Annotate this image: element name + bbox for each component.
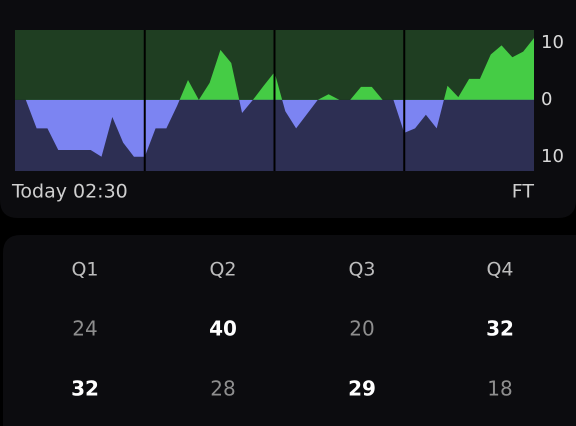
quarter-header: Q1 [71,259,98,281]
quarter-header: Q3 [348,259,375,281]
y-tick-label: 10 [541,146,564,167]
quarter-score: 20 [349,317,374,341]
quarter-score: 40 [209,317,237,341]
quarter-score: 29 [348,377,376,401]
y-tick-label: 0 [541,89,552,110]
quarter-score: 32 [71,377,99,401]
end-label: FT [512,181,535,203]
quarter-score: 32 [486,317,514,341]
quarter-header: Q4 [486,259,513,281]
score-card [3,235,576,426]
quarter-score: 24 [72,317,97,341]
negative-area [25,99,444,157]
quarter-score: 18 [487,377,512,401]
quarter-score: 28 [210,377,235,401]
quarter-header: Q2 [209,259,236,281]
y-tick-label: 10 [541,32,564,53]
start-label: Today 02:30 [11,181,128,203]
